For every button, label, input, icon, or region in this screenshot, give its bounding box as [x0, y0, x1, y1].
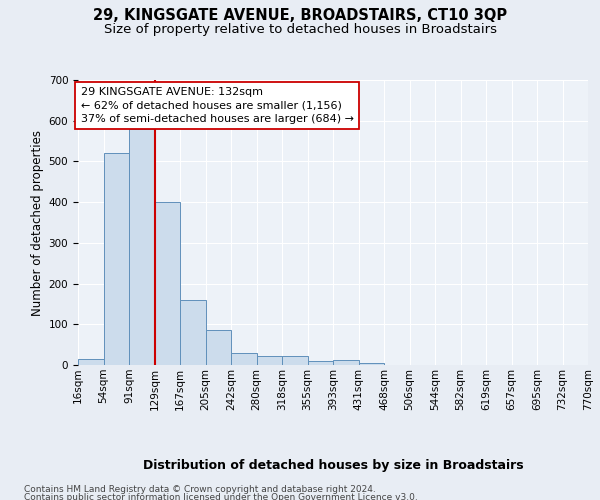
Bar [78, 359, 104, 365]
Text: 29 KINGSGATE AVENUE: 132sqm
← 62% of detached houses are smaller (1,156)
37% of : 29 KINGSGATE AVENUE: 132sqm ← 62% of det… [80, 87, 353, 124]
Text: Size of property relative to detached houses in Broadstairs: Size of property relative to detached ho… [104, 22, 497, 36]
Bar [180, 300, 205, 365]
Bar [257, 356, 282, 365]
Bar [129, 129, 155, 365]
Bar [333, 360, 359, 365]
Bar [205, 330, 231, 365]
Bar [308, 361, 333, 365]
Bar [282, 356, 308, 365]
Text: Contains public sector information licensed under the Open Government Licence v3: Contains public sector information licen… [24, 493, 418, 500]
Text: 29, KINGSGATE AVENUE, BROADSTAIRS, CT10 3QP: 29, KINGSGATE AVENUE, BROADSTAIRS, CT10 … [93, 8, 507, 22]
Bar [359, 363, 384, 365]
Bar [155, 202, 180, 365]
Text: Distribution of detached houses by size in Broadstairs: Distribution of detached houses by size … [143, 460, 523, 472]
Text: Contains HM Land Registry data © Crown copyright and database right 2024.: Contains HM Land Registry data © Crown c… [24, 485, 376, 494]
Bar [231, 353, 257, 365]
Bar [104, 154, 129, 365]
Y-axis label: Number of detached properties: Number of detached properties [31, 130, 44, 316]
